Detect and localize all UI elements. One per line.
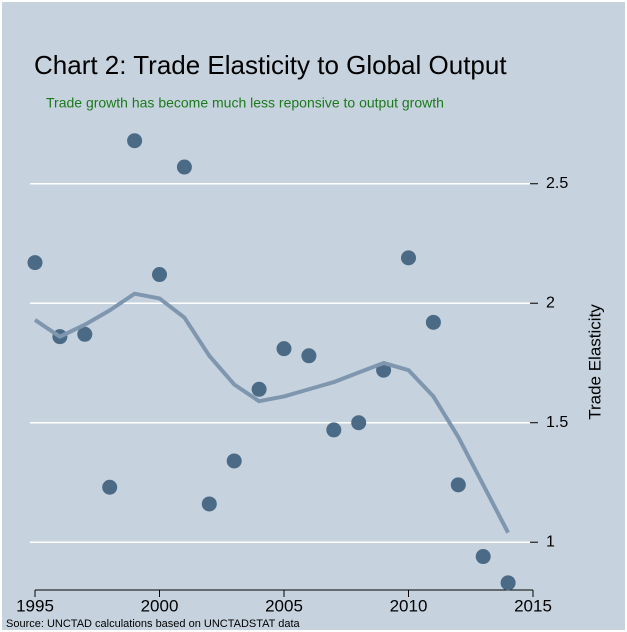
- x-tick-label: 2010: [390, 596, 428, 615]
- data-point: [176, 159, 192, 175]
- fit-line: [33, 291, 510, 534]
- data-point: [276, 341, 292, 357]
- x-tick-label: 2015: [514, 596, 552, 615]
- data-point: [351, 415, 367, 431]
- data-point: [251, 381, 267, 397]
- data-point: [226, 453, 242, 469]
- x-tick-label: 2000: [141, 596, 179, 615]
- data-point: [450, 477, 466, 493]
- data-point: [27, 255, 43, 271]
- chart-title: Chart 2: Trade Elasticity to Global Outp…: [34, 50, 507, 80]
- data-point: [500, 575, 516, 591]
- x-tick-label: 1995: [16, 596, 54, 615]
- data-point: [475, 549, 491, 565]
- data-point: [301, 348, 317, 364]
- source-note: Source: UNCTAD calculations based on UNC…: [6, 618, 301, 630]
- data-point: [425, 314, 441, 330]
- y-tick-label: 1.5: [546, 414, 568, 431]
- data-point: [152, 267, 167, 283]
- data-point: [77, 326, 93, 342]
- data-point: [102, 479, 118, 495]
- data-point: [401, 250, 416, 266]
- y-axis-label: Trade Elasticity: [585, 304, 604, 420]
- y-tick-label: 2.5: [546, 175, 568, 192]
- data-point: [201, 496, 217, 512]
- data-point: [127, 133, 143, 149]
- chart-subtitle: Trade growth has become much less repons…: [46, 95, 444, 111]
- x-tick-label: 2005: [265, 596, 303, 615]
- y-tick-label: 1: [546, 533, 555, 550]
- y-tick-label: 2: [546, 294, 555, 311]
- data-point: [326, 422, 342, 438]
